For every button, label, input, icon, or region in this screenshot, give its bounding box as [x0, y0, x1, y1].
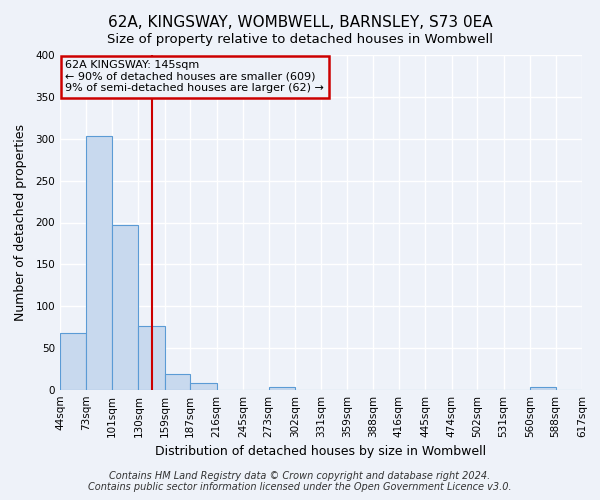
Text: 62A KINGSWAY: 145sqm
← 90% of detached houses are smaller (609)
9% of semi-detac: 62A KINGSWAY: 145sqm ← 90% of detached h… [65, 60, 324, 93]
Bar [530, 388, 556, 390]
Bar [165, 374, 190, 390]
Bar [269, 388, 295, 390]
Text: 62A, KINGSWAY, WOMBWELL, BARNSLEY, S73 0EA: 62A, KINGSWAY, WOMBWELL, BARNSLEY, S73 0… [107, 15, 493, 30]
Bar [60, 333, 86, 390]
X-axis label: Distribution of detached houses by size in Wombwell: Distribution of detached houses by size … [155, 446, 487, 458]
Bar [190, 384, 217, 390]
Bar [112, 225, 139, 390]
Y-axis label: Number of detached properties: Number of detached properties [14, 124, 27, 321]
Text: Contains HM Land Registry data © Crown copyright and database right 2024.
Contai: Contains HM Land Registry data © Crown c… [88, 471, 512, 492]
Bar [139, 326, 165, 390]
Text: Size of property relative to detached houses in Wombwell: Size of property relative to detached ho… [107, 32, 493, 46]
Bar [86, 136, 112, 390]
